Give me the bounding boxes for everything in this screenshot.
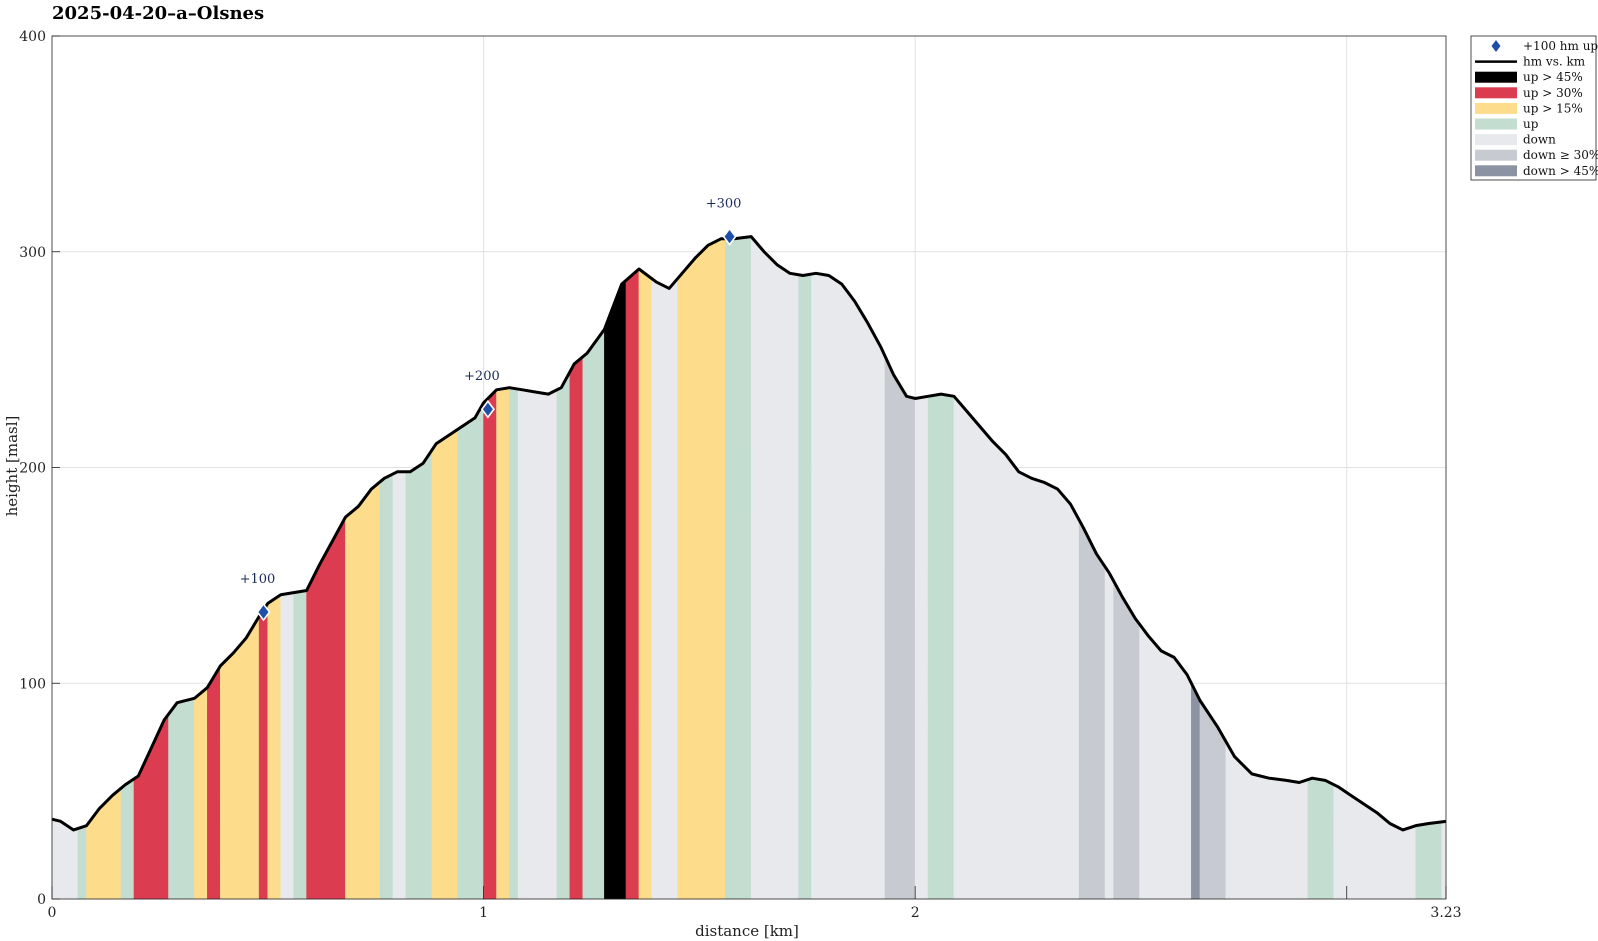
hm-marker-label: +200 <box>464 369 500 384</box>
segment-area <box>582 328 605 900</box>
hm-marker-label: +300 <box>706 197 742 212</box>
legend-swatch <box>1475 165 1517 177</box>
segment-area <box>509 387 519 900</box>
legend-swatch <box>1475 71 1517 83</box>
segment-area <box>77 825 87 900</box>
legend-label: down <box>1523 133 1556 147</box>
legend-label: up > 45% <box>1523 70 1583 84</box>
segment-area <box>379 473 394 900</box>
segment-area <box>1415 821 1442 900</box>
hm-marker <box>480 399 495 419</box>
y-tick-label: 400 <box>19 29 46 45</box>
segment-area <box>258 602 269 900</box>
y-tick-label: 300 <box>19 245 46 261</box>
segment-area <box>811 273 886 900</box>
segment-area <box>724 236 752 900</box>
segment-area <box>1191 683 1201 900</box>
chart-title: 2025-04-20–a–Olsnes <box>52 3 264 24</box>
segment-area <box>625 268 640 900</box>
hm-markers: +100 +200 +300 <box>240 197 742 622</box>
segment-area <box>651 277 679 900</box>
segment-area <box>798 273 812 900</box>
y-tick-label: 0 <box>37 892 46 908</box>
segment-area <box>1333 784 1417 900</box>
segment-area <box>345 481 381 900</box>
hm-marker-label: +100 <box>240 572 276 587</box>
x-axis-label: distance [km] <box>695 922 799 940</box>
segment-area <box>750 235 799 900</box>
segment-area <box>483 389 497 900</box>
segment-area <box>914 395 929 900</box>
segment-area <box>431 428 458 900</box>
segment-area <box>194 686 208 900</box>
x-tick-label: 0 <box>48 905 57 921</box>
x-tick-label: 1 <box>479 905 488 921</box>
segment-area <box>267 594 282 900</box>
segment-area <box>927 393 955 900</box>
legend-label: up > 30% <box>1523 86 1583 100</box>
legend-swatch <box>1475 87 1517 99</box>
legend-label: +100 hm up <box>1523 39 1598 53</box>
segment-area <box>1199 699 1227 900</box>
segment-area <box>638 268 653 900</box>
segment-area <box>280 592 294 900</box>
gradient-segments <box>51 235 1447 900</box>
profile-line <box>51 235 1447 832</box>
x-tick-label: 2 <box>911 905 920 921</box>
legend-label: hm vs. km <box>1523 55 1586 69</box>
legend-swatch <box>1475 118 1517 130</box>
segment-area <box>1225 740 1309 900</box>
segment-area <box>207 664 221 900</box>
hm-marker <box>722 227 737 246</box>
segment-area <box>306 516 346 900</box>
segment-area <box>1113 580 1140 900</box>
segment-area <box>604 279 627 900</box>
segment-area <box>120 778 135 900</box>
y-tick-label: 100 <box>19 676 46 692</box>
legend-swatch <box>1475 149 1517 161</box>
segment-area <box>168 697 195 900</box>
segment-area <box>1104 565 1114 900</box>
hm-marker <box>256 602 271 622</box>
legend-label: down > 45% <box>1523 164 1598 178</box>
segment-area <box>496 387 510 900</box>
segment-area <box>457 401 484 900</box>
segment-area <box>405 449 433 900</box>
segment-area <box>884 355 916 900</box>
segment-area <box>677 238 726 900</box>
y-axis-label: height [masl] <box>3 416 21 517</box>
legend-label: up <box>1523 117 1539 131</box>
segment-area <box>1078 519 1106 900</box>
segment-area <box>517 388 558 900</box>
legend-label: down ≥ 30% <box>1523 148 1598 162</box>
legend-swatch <box>1475 102 1517 114</box>
segment-area <box>1441 820 1447 900</box>
segment-area <box>953 395 1080 900</box>
legend-swatch-marker <box>1491 40 1501 52</box>
x-tick-label: 3.23 <box>1430 905 1461 921</box>
y-tick-label: 200 <box>19 461 46 477</box>
segment-area <box>133 713 169 900</box>
segment-area <box>1307 777 1335 900</box>
segment-area <box>392 471 407 900</box>
segment-area <box>1139 623 1192 900</box>
segment-area <box>293 590 307 900</box>
legend-swatch <box>1475 134 1517 146</box>
axis-ticks: 0 100 200 300 400 0 1 2 3.23 <box>19 29 1461 921</box>
legend-label: up > 15% <box>1523 101 1583 115</box>
segment-area <box>556 371 571 900</box>
segment-area <box>569 356 584 900</box>
